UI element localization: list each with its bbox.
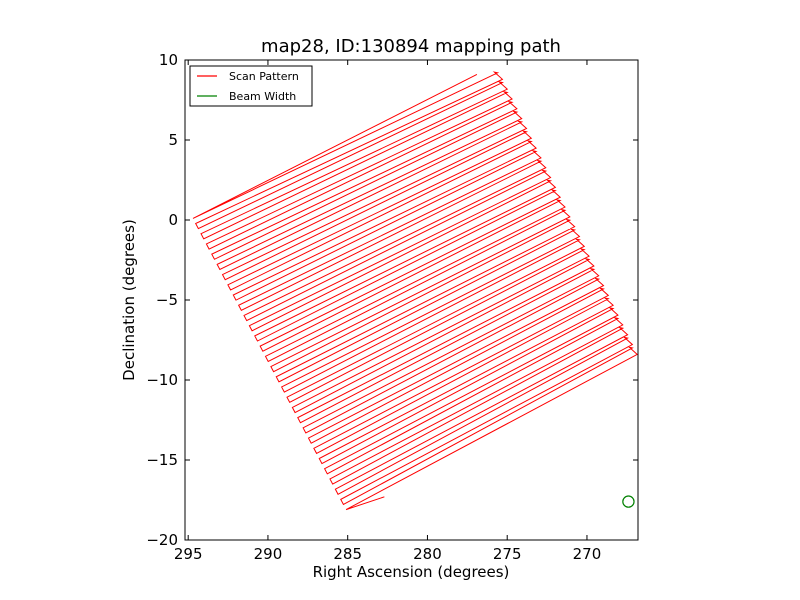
y-axis: 10 5 0 −5 −10 −15 −20 bbox=[146, 51, 638, 549]
y-tick-label: 10 bbox=[159, 51, 178, 69]
beam-width-circle bbox=[622, 495, 635, 508]
y-tick-label: −20 bbox=[146, 531, 178, 549]
x-tick-label: 290 bbox=[254, 545, 283, 563]
y-tick-label: −5 bbox=[156, 291, 178, 309]
legend-box bbox=[189, 65, 313, 107]
x-tick-label: 275 bbox=[493, 545, 522, 563]
x-tick-label: 280 bbox=[413, 545, 442, 563]
y-tick-label: −10 bbox=[146, 371, 178, 389]
y-tick-label: 0 bbox=[168, 211, 178, 229]
legend-label-beam: Beam Width bbox=[229, 90, 296, 103]
x-tick-label: 270 bbox=[573, 545, 602, 563]
x-axis: 295 290 285 280 275 270 bbox=[174, 60, 601, 563]
plot-area bbox=[192, 71, 638, 511]
y-tick-label: −15 bbox=[146, 451, 178, 469]
legend-label-scan: Scan Pattern bbox=[229, 70, 299, 83]
x-tick-label: 295 bbox=[174, 545, 203, 563]
x-axis-label: Right Ascension (degrees) bbox=[313, 563, 510, 581]
scan-pattern-line bbox=[192, 71, 638, 511]
y-axis-label: Declination (degrees) bbox=[120, 219, 138, 381]
y-tick-label: 5 bbox=[168, 131, 178, 149]
x-tick-label: 285 bbox=[333, 545, 362, 563]
legend: Scan Pattern Beam Width bbox=[189, 65, 313, 107]
chart-title: map28, ID:130894 mapping path bbox=[261, 36, 561, 57]
